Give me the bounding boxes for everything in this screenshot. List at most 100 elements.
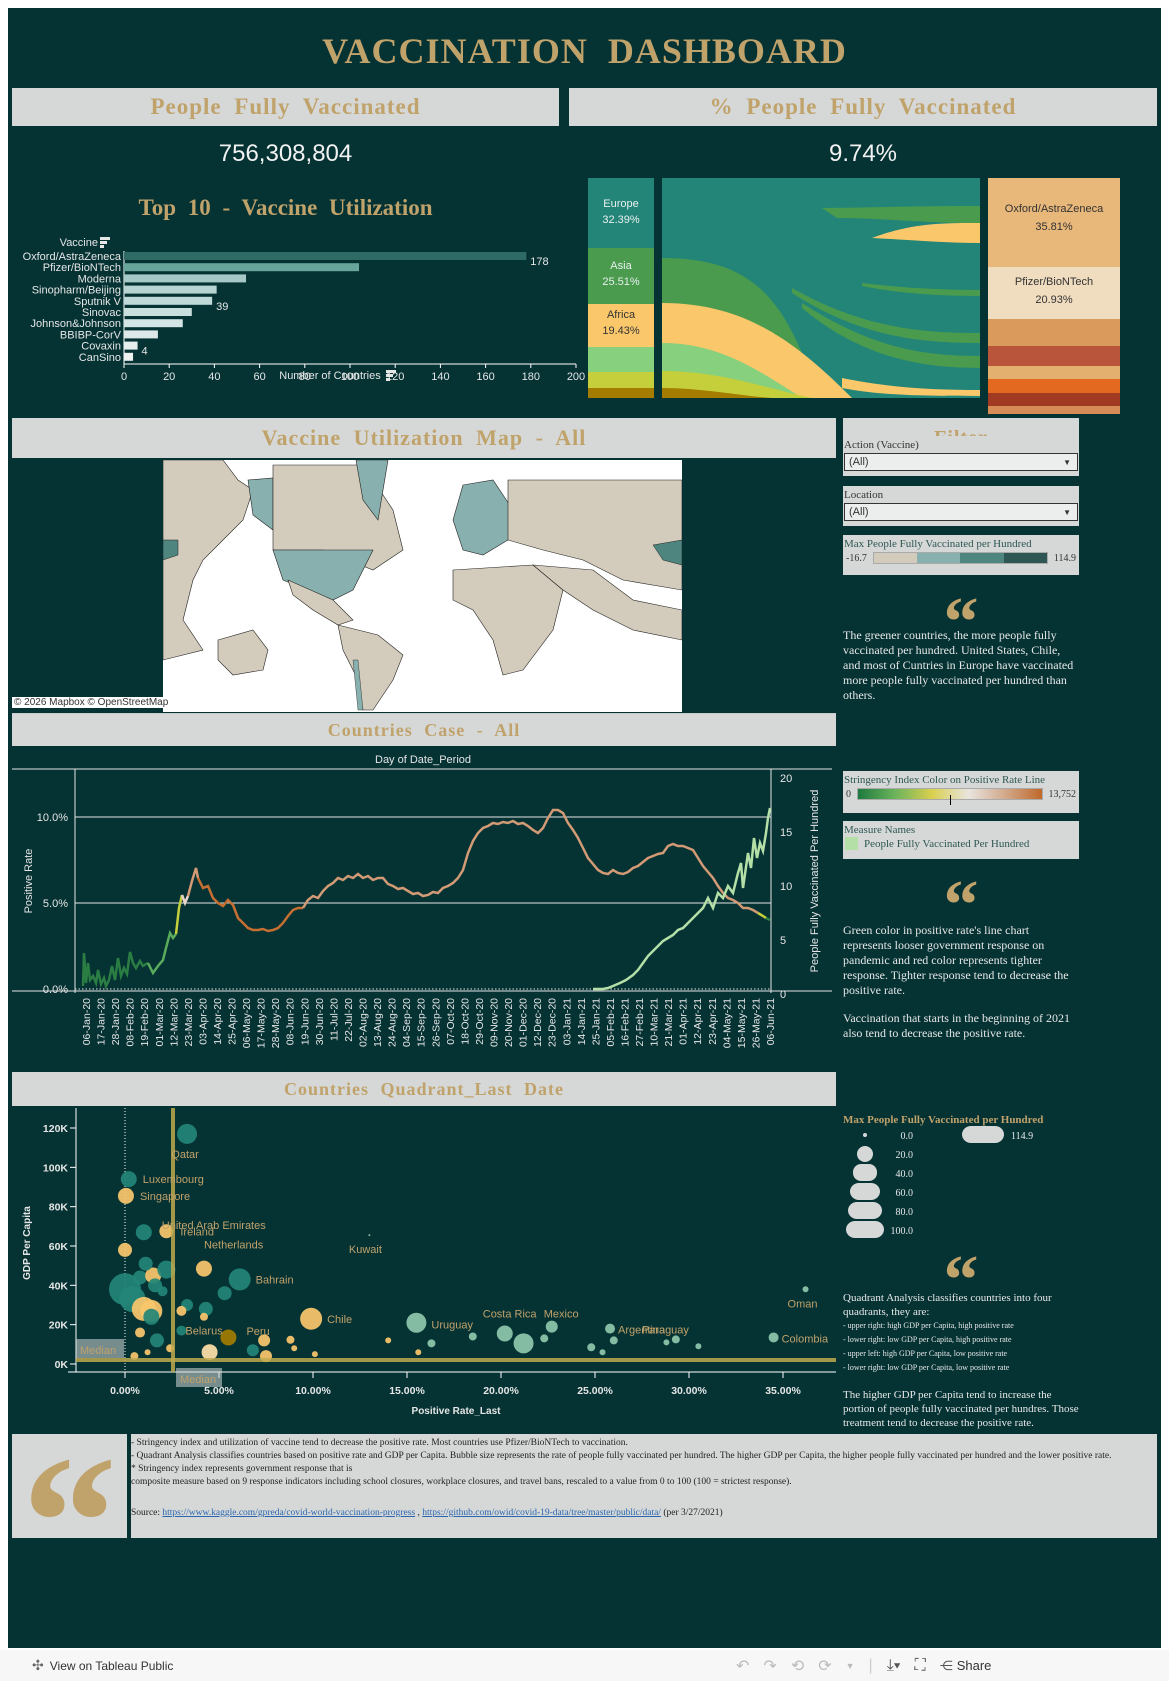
bubble[interactable] [513,1333,534,1354]
bubble[interactable] [135,1224,152,1241]
bubble[interactable] [802,1286,809,1293]
view-on-tableau-button[interactable]: ✣ View on Tableau Public [32,1657,174,1673]
refresh-icon[interactable]: ⟳ [818,1657,832,1675]
revert-icon[interactable]: ⟲ [790,1657,805,1675]
bubble[interactable] [199,1312,208,1321]
bar[interactable] [124,252,527,260]
bubble[interactable] [545,1320,558,1333]
bubble[interactable] [427,1339,436,1348]
bubble[interactable] [135,1327,146,1338]
bubble[interactable] [177,1123,198,1144]
undo-icon[interactable]: ↶ [736,1657,750,1675]
sankey-vaccines[interactable]: Oxford/AstraZeneca 35.81% Pfizer/BioNTech… [988,178,1120,414]
region-africa[interactable]: Africa 19.43% [588,304,654,347]
share-button[interactable]: ⋲ Share [939,1657,992,1674]
bubble[interactable] [768,1332,779,1343]
bar[interactable] [124,296,213,305]
bubble[interactable] [609,1336,618,1345]
bubble[interactable] [406,1312,427,1333]
bubble[interactable] [368,1234,371,1237]
bar[interactable] [124,341,138,350]
region-asia[interactable]: Asia 25.51% [588,248,654,304]
location-filter[interactable]: Location (All) ▼ [843,486,1079,526]
bubble[interactable] [605,1323,616,1334]
bubble[interactable] [540,1334,549,1343]
bar[interactable] [124,330,158,339]
region-other-1[interactable] [588,347,654,372]
bubble[interactable] [587,1343,596,1352]
bubble[interactable] [228,1268,251,1291]
bubble[interactable] [117,1187,134,1204]
region-other-2[interactable] [588,372,654,388]
bar[interactable] [124,274,247,283]
bubble[interactable] [671,1335,680,1344]
region-europe[interactable]: Europe 32.39% [588,178,654,248]
bubble[interactable] [291,1345,298,1352]
bar[interactable] [124,319,183,328]
map-attribution[interactable]: © 2026 Mapbox © OpenStreetMap [12,697,171,708]
bubble[interactable] [133,1270,148,1285]
pause-dropdown-icon[interactable]: ▼ [845,1660,855,1671]
bar[interactable] [124,285,217,294]
bubble[interactable] [286,1335,295,1344]
bubble[interactable] [157,1286,168,1297]
vaccine-band-5[interactable] [988,366,1120,379]
cases-line-chart[interactable]: Day of Date_Period 10.0% 5.0% 0.0% Posit… [8,748,843,1068]
bubble[interactable] [415,1349,422,1356]
stringency-legend[interactable]: Stringency Index Color on Positive Rate … [843,771,1079,813]
bar[interactable] [124,308,192,316]
bubble[interactable] [118,1242,132,1257]
bubble[interactable] [159,1224,174,1239]
region-other-3[interactable] [588,388,654,398]
bubble[interactable] [138,1256,153,1271]
quadrant-scatter-chart[interactable]: 120K 100K 80K 60K 40K 20K 0K 0.00% 5.00% 10.00% 1… [8,1108,843,1428]
measure-legend[interactable]: Measure Names People Fully Vaccinated Pe… [843,821,1079,859]
bubble[interactable] [149,1333,164,1348]
location-filter-select[interactable]: (All) ▼ [844,503,1078,521]
vaccine-filter-select[interactable]: (All) ▼ [844,453,1078,471]
vaccine-band-3[interactable] [988,319,1120,346]
vaccine-band-7[interactable] [988,393,1120,406]
bubble[interactable] [176,1325,187,1336]
bubble[interactable] [311,1351,318,1358]
bubble[interactable] [144,1349,151,1356]
map-color-legend[interactable]: Max People Fully Vaccinated per Hundred … [843,535,1079,575]
fullscreen-icon[interactable]: ⛶ [914,1656,926,1674]
redo-icon[interactable]: ↷ [763,1657,777,1675]
bubble[interactable] [468,1332,477,1341]
bubble[interactable] [220,1329,237,1346]
bubble[interactable] [198,1301,213,1316]
bubble[interactable] [599,1349,606,1356]
bubble[interactable] [201,1344,218,1361]
median-y-line [76,1358,836,1362]
bubble[interactable] [157,1260,176,1279]
bubble[interactable] [217,1286,232,1301]
top10-bar-chart[interactable]: Vaccine Oxford/AstraZenecaPfizer/BioNTec… [8,233,593,393]
sankey-regions[interactable]: Europe 32.39% Asia 25.51% Africa 19.43% [588,178,654,398]
bubble[interactable] [695,1343,702,1350]
bubble[interactable] [385,1337,392,1344]
bar[interactable] [124,263,360,272]
bubble[interactable] [120,1171,137,1188]
bubble[interactable] [496,1325,513,1342]
bubble[interactable] [246,1344,259,1357]
vaccine-band-4[interactable] [988,346,1120,366]
bubble[interactable] [176,1305,187,1316]
bar[interactable] [124,352,134,361]
bubble[interactable] [300,1307,323,1330]
vaccine-band-6[interactable] [988,379,1120,393]
vaccine-band-8[interactable] [988,406,1120,414]
vaccine-pfizer[interactable]: Pfizer/BioNTech 20.93% [988,267,1120,319]
sankey-flows[interactable] [662,178,980,398]
bubble[interactable] [195,1260,212,1277]
bubble[interactable] [663,1339,670,1346]
kaggle-link[interactable]: https://www.kaggle.com/gpreda/covid-worl… [162,1508,416,1518]
world-map[interactable] [163,460,682,712]
vaccine-filter[interactable]: Action (Vaccine) (All) ▼ [843,436,1079,476]
size-legend[interactable]: 0.0 20.0 40.0 60.0 80.0 100.0 114.9 [843,1126,1079,1241]
bubble[interactable] [258,1334,271,1347]
bubble[interactable] [143,1308,160,1325]
owid-link[interactable]: https://github.com/owid/covid-19-data/tr… [422,1508,661,1518]
download-icon[interactable]: ⤓▾ [886,1656,901,1674]
vaccine-oxford[interactable]: Oxford/AstraZeneca 35.81% [988,178,1120,267]
